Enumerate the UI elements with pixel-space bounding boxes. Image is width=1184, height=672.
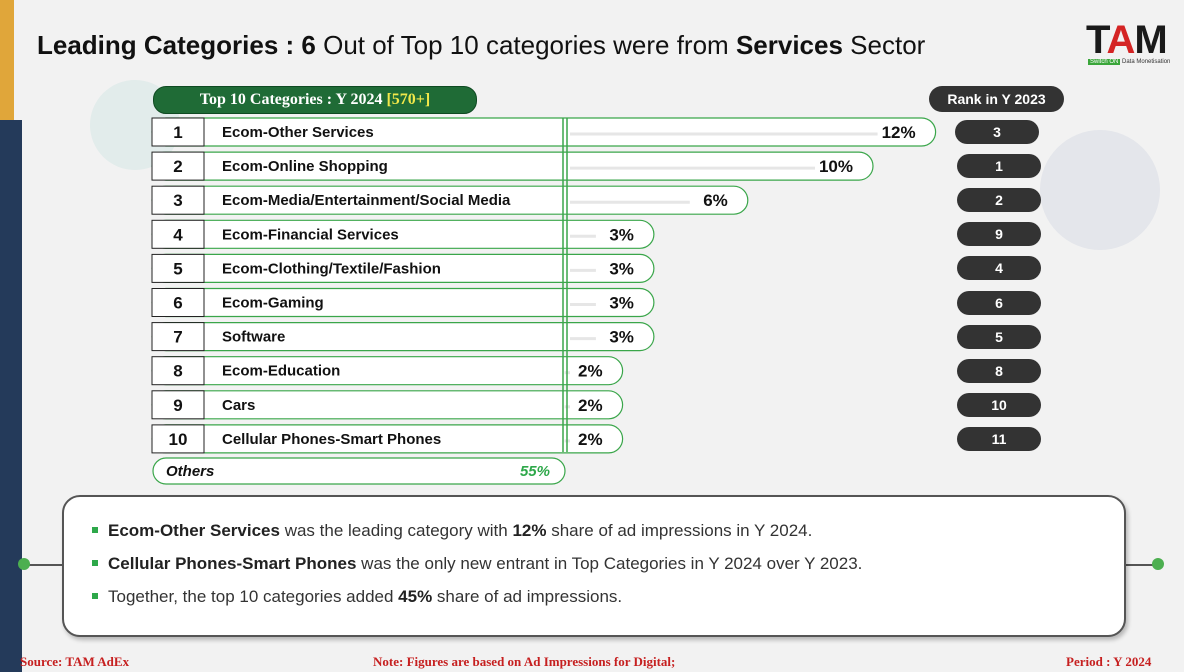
- rank-number: 4: [173, 225, 183, 244]
- rank-cell: [151, 424, 205, 454]
- others-value: 55%: [520, 463, 550, 480]
- rank-cell: [151, 151, 205, 181]
- rank-cell: [151, 288, 205, 317]
- rank-number: 1: [173, 123, 182, 142]
- bullet-icon: [92, 592, 98, 599]
- value-label: 2%: [578, 396, 603, 415]
- insight-1: Ecom-Other Services was the leading cate…: [92, 521, 812, 541]
- rank-header: Rank in Y 2023: [929, 86, 1064, 112]
- rank-cell: [151, 356, 205, 386]
- value-label: 2%: [578, 362, 603, 381]
- rank-number: 6: [173, 294, 182, 313]
- rank-2023-pill: 8: [957, 358, 1041, 383]
- logo-wordmark: TAM: [1086, 18, 1168, 62]
- insight-3: Together, the top 10 categories added 45…: [92, 587, 622, 607]
- rank-2023-pill: 9: [957, 222, 1041, 247]
- value-label: 6%: [703, 191, 728, 210]
- rank-2023-pill: 10: [957, 392, 1041, 417]
- rank-2023-pill: 3: [955, 120, 1039, 144]
- bullet-icon: [92, 526, 98, 533]
- rank-number: 9: [173, 396, 182, 415]
- left-connector: [28, 564, 64, 566]
- tam-logo: TAM Switch ON Data Monetisation: [1086, 18, 1176, 70]
- value-label: 3%: [609, 294, 634, 313]
- category-label: Ecom-Financial Services: [222, 226, 399, 243]
- category-label: Cellular Phones-Smart Phones: [222, 431, 441, 448]
- top10-header: Top 10 Categories : Y 2024 [570+]: [153, 86, 477, 114]
- value-label: 2%: [578, 430, 603, 449]
- category-label: Ecom-Other Services: [222, 124, 374, 141]
- category-label: Cars: [222, 397, 255, 414]
- value-label: 3%: [609, 328, 634, 347]
- rank-2023-pill: 11: [957, 426, 1041, 451]
- category-label: Ecom-Media/Entertainment/Social Media: [222, 192, 511, 209]
- logo-tagline: Switch ON Data Monetisation: [1088, 59, 1171, 65]
- rank-number: 10: [169, 430, 188, 449]
- rank-number: 5: [173, 259, 182, 278]
- left-dark-band: [0, 120, 22, 672]
- rank-cell: [151, 219, 205, 249]
- rank-2023-pill: 5: [957, 324, 1041, 349]
- rank-2023-pill: 2: [957, 188, 1041, 213]
- rank-cell: [151, 390, 205, 420]
- category-label: Ecom-Clothing/Textile/Fashion: [222, 260, 441, 277]
- rank-2023-pill: 1: [957, 154, 1041, 179]
- value-label: 12%: [882, 123, 916, 142]
- category-label: Ecom-Online Shopping: [222, 158, 388, 175]
- bullet-icon: [92, 559, 98, 566]
- rank-number: 3: [173, 191, 182, 210]
- rank-number: 7: [173, 328, 182, 347]
- rank-cell: [151, 253, 205, 283]
- left-connector-dot: [18, 558, 30, 570]
- background-facebook-blob: [1040, 130, 1160, 250]
- value-label: 3%: [609, 259, 634, 278]
- value-label: 10%: [819, 157, 853, 176]
- others-bar: [152, 457, 566, 485]
- footer-period: Period : Y 2024: [1066, 654, 1152, 669]
- footer-note: Note: Figures are based on Ad Impression…: [373, 654, 676, 669]
- rank-number: 2: [173, 157, 182, 176]
- rank-2023-pill: 4: [957, 256, 1041, 281]
- others-label: Others: [166, 463, 214, 480]
- footer-source: Source: TAM AdEx: [20, 654, 130, 669]
- page-title: Leading Categories : 6 Out of Top 10 cat…: [37, 30, 926, 60]
- rank-cell: [151, 322, 205, 352]
- category-label: Ecom-Education: [222, 363, 340, 380]
- right-connector-dot: [1152, 558, 1164, 570]
- rank-cell: [151, 117, 205, 147]
- category-label: Software: [222, 329, 285, 346]
- insights-box: Ecom-Other Services was the leading cate…: [62, 495, 1126, 637]
- value-label: 3%: [609, 225, 634, 244]
- insight-2: Cellular Phones-Smart Phones was the onl…: [92, 554, 862, 574]
- rank-cell: [151, 185, 205, 215]
- category-label: Ecom-Gaming: [222, 295, 324, 312]
- right-connector: [1122, 564, 1158, 566]
- rank-number: 8: [173, 362, 182, 381]
- rank-2023-pill: 6: [957, 290, 1041, 315]
